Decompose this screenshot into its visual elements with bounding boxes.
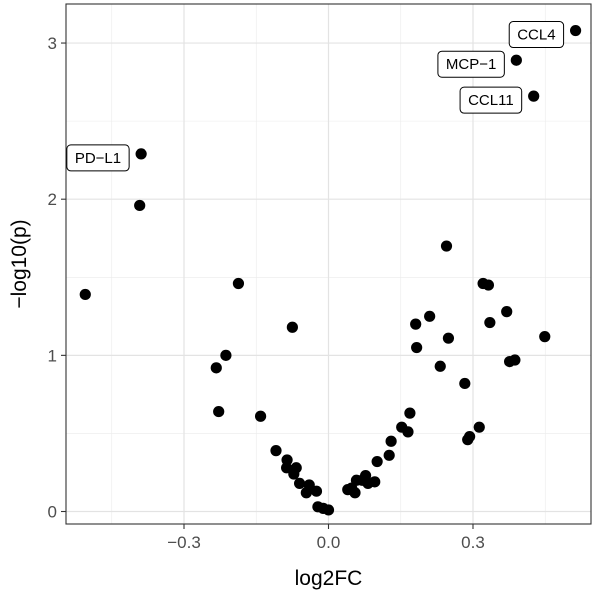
data-point (410, 318, 422, 330)
axis-ticks (61, 42, 474, 529)
data-point (79, 288, 91, 301)
y-tick-label: 0 (48, 503, 57, 522)
y-axis-title: −log10(p) (8, 219, 31, 308)
x-tick-label: −0.3 (167, 533, 201, 552)
point-label: CCL4 (508, 21, 565, 49)
y-tick-label: 3 (48, 34, 57, 53)
point-labels: CCL4 MCP−1 CCL11 PD−L1 (66, 21, 565, 172)
data-point (270, 445, 282, 457)
point-label-box (508, 21, 565, 49)
point-label-box (66, 144, 130, 172)
data-point (484, 316, 496, 329)
tick-labels: −0.3 0.0 0.3 0 1 2 3 (48, 34, 485, 552)
data-points (79, 24, 582, 516)
data-point (464, 430, 476, 443)
data-point (210, 362, 222, 374)
data-point (434, 360, 446, 372)
data-point (290, 462, 302, 474)
data-point (442, 332, 455, 344)
data-point (369, 476, 381, 488)
data-point (385, 435, 397, 447)
data-point (322, 504, 335, 516)
data-point (286, 321, 298, 333)
point-label-box (459, 86, 523, 114)
data-point (528, 90, 540, 102)
data-point (294, 477, 306, 489)
data-point (509, 354, 521, 366)
data-point (539, 331, 551, 343)
data-point (402, 426, 414, 438)
data-point (232, 277, 245, 290)
data-point (280, 462, 293, 474)
point-label: CCL11 (459, 86, 523, 114)
x-axis-title: log2FC (295, 567, 363, 590)
data-point (424, 310, 436, 322)
point-label-text: MCP−1 (446, 56, 496, 73)
point-label: PD−L1 (66, 144, 130, 172)
y-tick-label: 1 (48, 346, 57, 365)
data-point (254, 410, 267, 422)
data-point (404, 407, 416, 419)
data-point (213, 405, 225, 418)
data-point (411, 341, 423, 354)
data-point (482, 279, 495, 291)
data-point (473, 421, 485, 433)
data-point (134, 199, 146, 212)
data-point (459, 377, 471, 390)
x-tick-label: 0.0 (317, 533, 341, 552)
point-label-text: PD−L1 (75, 150, 121, 167)
data-point (569, 24, 582, 37)
data-point (440, 240, 453, 252)
data-point (383, 449, 395, 461)
point-label-text: CCL4 (517, 27, 555, 44)
data-point (371, 455, 383, 468)
data-point (220, 349, 232, 361)
point-label: MCP−1 (437, 50, 505, 78)
data-point (303, 479, 315, 491)
data-point (135, 148, 147, 160)
data-point (501, 306, 513, 318)
point-label-text: CCL11 (468, 92, 514, 109)
data-point (349, 487, 361, 499)
data-point (310, 485, 323, 497)
point-label-box (437, 50, 505, 78)
x-tick-label: 0.3 (461, 533, 485, 552)
data-point (510, 54, 522, 66)
y-tick-label: 2 (48, 190, 57, 209)
